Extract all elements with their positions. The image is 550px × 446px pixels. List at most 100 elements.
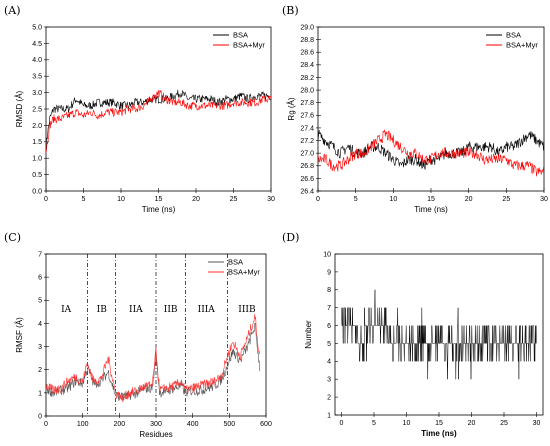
- x-tick-label: 300: [150, 421, 162, 428]
- panel-label: (A): [4, 4, 21, 17]
- y-axis-label: RMSD (Å): [15, 90, 24, 127]
- y-tick-label: 28.8: [300, 37, 314, 44]
- chart-panel-d: (D) 1 2 3 4 5 6 7 8 9 10 0 5 10 15 20 25 30 Time (ns) Numbe…: [282, 231, 544, 438]
- y-tick-label: 6: [327, 323, 331, 330]
- data-line: [46, 322, 261, 401]
- y-tick-label: 0.5: [32, 172, 42, 179]
- y-tick-label: 4: [327, 359, 331, 366]
- x-tick-label: 25: [230, 196, 238, 203]
- panel-label: (D): [282, 231, 299, 244]
- legend-entry: BSA: [506, 31, 521, 40]
- legend-entry: BSA+Myr: [233, 41, 265, 50]
- y-tick-label: 1: [38, 390, 42, 397]
- domain-label: IIIB: [238, 305, 256, 315]
- x-axis-label: Time (ns): [421, 429, 457, 438]
- series-bsa: [318, 129, 544, 170]
- x-tick-label: 30: [267, 196, 275, 203]
- legend-entry: BSA+Myr: [506, 41, 538, 50]
- y-tick-label: 7: [327, 305, 331, 312]
- y-tick-label: 27.4: [300, 125, 314, 132]
- y-tick-label: 26.4: [300, 188, 314, 195]
- y-tick-label: 7: [38, 251, 42, 258]
- x-tick-label: 10: [117, 196, 125, 203]
- x-tick-label: 20: [192, 196, 200, 203]
- x-tick-label: 0: [44, 421, 48, 428]
- x-axis-label: Time (ns): [142, 205, 176, 214]
- y-tick-label: 10: [323, 251, 331, 258]
- y-tick-label: 3.5: [32, 74, 42, 81]
- y-tick-label: 3: [327, 377, 331, 384]
- domain-label: IA: [61, 305, 72, 315]
- y-tick-label: 27.6: [300, 113, 314, 120]
- y-axis-label: Number: [304, 320, 313, 349]
- y-tick-label: 5: [327, 341, 331, 348]
- chart-panel-b: (B) 26.4 26.6 26.8 27.0 27.2 27.4 27.6 27.8 28.0 2…: [282, 4, 548, 214]
- y-tick-label: 29.0: [300, 24, 314, 31]
- y-axis-label: Rg (Å): [287, 97, 296, 120]
- y-tick-label: 28.6: [300, 50, 314, 57]
- x-tick-label: 5: [354, 196, 358, 203]
- x-tick-label: 100: [77, 421, 89, 428]
- x-axis-label: Time (ns): [414, 205, 448, 214]
- y-tick-label: 4: [38, 321, 42, 328]
- legend-entry: BSA+Myr: [228, 268, 260, 277]
- x-tick-label: 10: [403, 420, 411, 427]
- x-tick-label: 25: [500, 420, 508, 427]
- domain-label: IIB: [164, 305, 178, 315]
- panel-label: (C): [4, 231, 21, 244]
- y-tick-label: 0.0: [32, 188, 42, 195]
- y-tick-label: 9: [327, 269, 331, 276]
- y-tick-label: 26.6: [300, 176, 314, 183]
- y-tick-label: 27.2: [300, 138, 314, 145]
- series-bsa: [46, 322, 261, 401]
- data-line: [46, 313, 261, 403]
- x-tick-label: 10: [389, 196, 397, 203]
- x-tick-label: 25: [502, 196, 510, 203]
- x-axis-label: Residues: [139, 430, 172, 439]
- x-tick-label: 20: [468, 420, 476, 427]
- legend-entry: BSA: [228, 258, 243, 267]
- y-tick-label: 2: [38, 367, 42, 374]
- x-tick-label: 30: [540, 196, 548, 203]
- x-tick-label: 500: [223, 421, 235, 428]
- y-tick-label: 3: [38, 344, 42, 351]
- plot-frame: [45, 26, 272, 192]
- y-tick-label: 28.0: [300, 87, 314, 94]
- y-tick-label: 27.8: [300, 100, 314, 107]
- x-tick-label: 5: [82, 196, 86, 203]
- x-tick-label: 20: [465, 196, 473, 203]
- x-tick-label: 15: [427, 196, 435, 203]
- y-tick-label: 26.8: [300, 163, 314, 170]
- x-tick-label: 5: [372, 420, 376, 427]
- series-bsa-myr: [46, 313, 261, 403]
- y-axis-label: RMSF (Å): [15, 317, 24, 353]
- data-line: [341, 289, 537, 380]
- y-tick-label: 27.0: [300, 151, 314, 158]
- y-tick-label: 0: [38, 413, 42, 420]
- x-tick-label: 0: [340, 420, 344, 427]
- y-tick-label: 8: [327, 287, 331, 294]
- chart-panel-c: (C) 0 1 2 3 4 5 6 7 0 100 200 300 400 500 600 Residues RM…: [4, 231, 272, 439]
- y-tick-label: 28.2: [300, 75, 314, 82]
- x-tick-label: 30: [533, 420, 541, 427]
- y-tick-label: 1: [327, 412, 331, 419]
- x-tick-label: 0: [316, 196, 320, 203]
- series-bsa-myr: [318, 129, 544, 177]
- plot-frame: [317, 26, 545, 192]
- y-tick-label: 4.0: [32, 57, 42, 64]
- y-tick-label: 6: [38, 275, 42, 282]
- data-line: [318, 129, 544, 177]
- y-tick-label: 2.0: [32, 123, 42, 130]
- domain-label: IIA: [129, 305, 143, 315]
- data-line: [318, 129, 544, 170]
- x-tick-label: 200: [113, 421, 125, 428]
- data-line: [46, 89, 271, 150]
- data-line: [46, 90, 271, 154]
- panel-label: (B): [282, 4, 299, 17]
- y-tick-label: 1.5: [32, 139, 42, 146]
- x-tick-label: 600: [260, 421, 272, 428]
- domain-label: IB: [97, 305, 108, 315]
- y-tick-label: 28.4: [300, 62, 314, 69]
- y-tick-label: 1.0: [32, 156, 42, 163]
- x-tick-label: 15: [155, 196, 163, 203]
